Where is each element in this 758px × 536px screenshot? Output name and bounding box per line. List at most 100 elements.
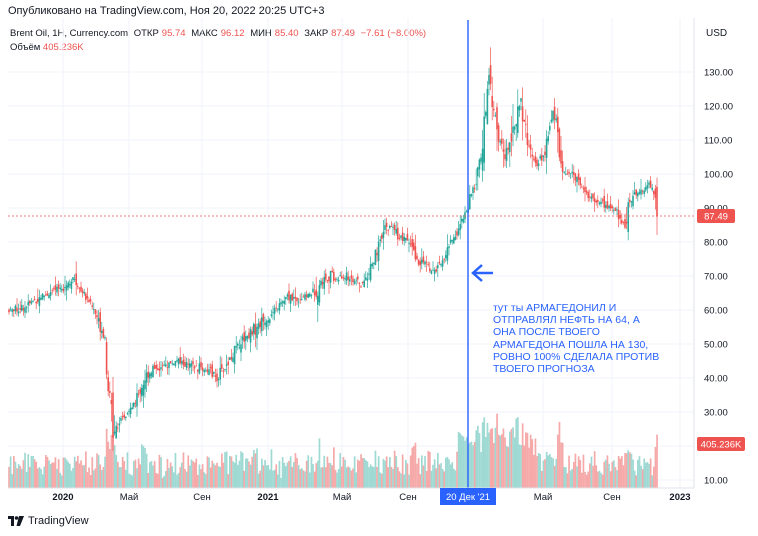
candle-body bbox=[152, 365, 154, 378]
volume-bar bbox=[453, 468, 455, 488]
volume-bar bbox=[160, 457, 162, 488]
symbol-label[interactable]: Brent Oil, 1H, Currency.com bbox=[10, 28, 129, 39]
candle-body bbox=[598, 202, 601, 204]
volume-bar bbox=[398, 471, 401, 488]
tradingview-footer[interactable]: TradingView bbox=[8, 515, 89, 527]
volume-bar bbox=[177, 472, 180, 488]
volume-bar bbox=[533, 454, 535, 488]
candle-body bbox=[77, 286, 79, 288]
candle-body bbox=[59, 287, 61, 290]
volume-bar bbox=[257, 473, 260, 488]
volume-bar bbox=[49, 463, 52, 488]
volume-bar bbox=[211, 460, 214, 488]
volume-bar bbox=[573, 462, 575, 488]
candle-body bbox=[321, 282, 324, 285]
volume-bar bbox=[385, 456, 388, 488]
volume-bar bbox=[174, 453, 177, 488]
volume-bar bbox=[443, 471, 446, 488]
volume-bar bbox=[389, 457, 391, 488]
arrow-annotation-icon bbox=[471, 264, 493, 282]
candle-body bbox=[441, 259, 444, 267]
volume-bar bbox=[97, 455, 100, 488]
candle-body bbox=[361, 281, 364, 284]
candle-body bbox=[606, 201, 609, 209]
candle-body bbox=[603, 196, 605, 208]
volume-bar bbox=[637, 459, 639, 488]
candle-body bbox=[493, 108, 495, 111]
volume-bar bbox=[46, 457, 49, 488]
time-axis: 2020 Май Сен 2021 Май Сен Май Сен 2023 bbox=[52, 492, 690, 503]
volume-bar bbox=[624, 453, 626, 488]
candle-body bbox=[368, 273, 370, 275]
svg-text:87.49: 87.49 bbox=[704, 212, 728, 223]
candle-body bbox=[155, 364, 157, 369]
volume-bar bbox=[187, 455, 190, 488]
candle-body bbox=[523, 120, 525, 122]
candle-body bbox=[427, 264, 429, 266]
volume-bar bbox=[640, 465, 642, 488]
candle-body bbox=[358, 283, 361, 285]
volume-bar bbox=[621, 456, 623, 488]
high-value: 96.12 bbox=[220, 28, 245, 39]
candle-body bbox=[181, 361, 183, 364]
volume-bar bbox=[213, 463, 215, 488]
volume-bar bbox=[550, 457, 553, 488]
volume-bar bbox=[261, 458, 263, 488]
volume-bar bbox=[653, 466, 655, 488]
volume-bar bbox=[219, 466, 222, 488]
volume-bar bbox=[393, 450, 396, 488]
volume-bar bbox=[77, 455, 79, 488]
volume-bar bbox=[536, 455, 538, 488]
candle-body bbox=[633, 192, 636, 195]
candle-body bbox=[579, 177, 581, 186]
volume-bar bbox=[248, 461, 250, 488]
candle-body bbox=[630, 201, 633, 203]
volume-bar bbox=[531, 439, 534, 488]
volume-bar bbox=[590, 456, 593, 488]
candle-body bbox=[94, 309, 97, 314]
volume-bar bbox=[125, 469, 127, 488]
candle-body bbox=[625, 221, 628, 224]
candle-body bbox=[461, 218, 463, 222]
volume-bar bbox=[118, 467, 121, 488]
volume-bar bbox=[584, 471, 586, 488]
candle-body bbox=[48, 295, 50, 299]
candle-body bbox=[648, 182, 650, 185]
volume-bar bbox=[344, 459, 346, 488]
candle-body bbox=[526, 132, 529, 146]
candle-body bbox=[217, 379, 220, 381]
volume-bar bbox=[605, 459, 607, 488]
volume-bar bbox=[321, 467, 324, 488]
candle-body bbox=[165, 364, 167, 367]
volume-bar bbox=[585, 474, 588, 488]
candle-body bbox=[553, 106, 556, 120]
candle-body bbox=[635, 189, 637, 196]
candle-body bbox=[21, 304, 23, 311]
currency-label[interactable]: USD bbox=[706, 28, 728, 39]
volume-bar bbox=[353, 456, 356, 488]
candle-body bbox=[315, 289, 317, 297]
volume-bar bbox=[417, 458, 420, 488]
candle-body bbox=[449, 239, 452, 243]
candle-body bbox=[480, 157, 482, 162]
volume-bar bbox=[302, 470, 305, 488]
candle-body bbox=[347, 276, 349, 280]
candle-body bbox=[198, 363, 201, 374]
volume-bar bbox=[480, 451, 482, 488]
volume-bar bbox=[625, 453, 628, 488]
volume-bar bbox=[355, 472, 358, 488]
volume-label[interactable]: Объём bbox=[10, 42, 41, 53]
candle-body bbox=[376, 252, 378, 256]
candle-body bbox=[483, 116, 485, 163]
volume-bar bbox=[69, 463, 71, 488]
candle-body bbox=[571, 171, 573, 174]
volume-bar bbox=[195, 458, 198, 488]
candle-body bbox=[118, 423, 121, 426]
candle-body bbox=[43, 295, 45, 297]
candle-body bbox=[46, 293, 49, 296]
annotation-text[interactable]: тут ты АРМАГЕДОНИЛ И ОТПРАВЛЯЛ НЕФТЬ НА … bbox=[493, 302, 660, 376]
volume-bar bbox=[9, 456, 12, 488]
candle-body bbox=[643, 190, 645, 194]
volume-bar bbox=[336, 472, 338, 488]
